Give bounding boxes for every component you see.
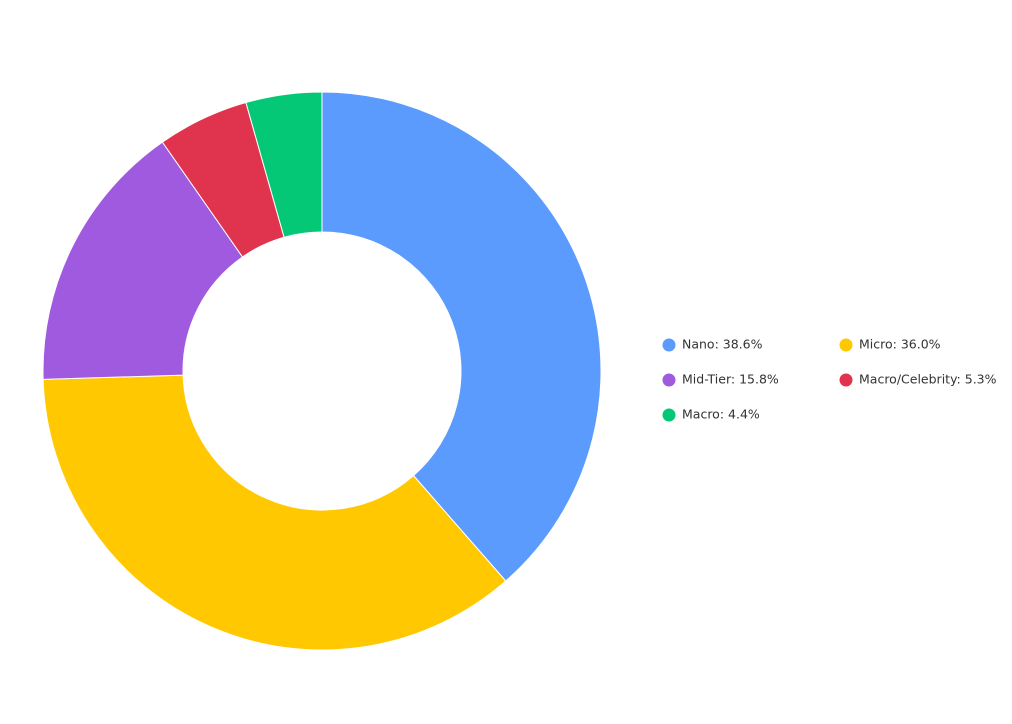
legend-marker [662, 408, 676, 422]
legend-marker [662, 373, 676, 387]
legend-label: Mid-Tier: 15.8% [682, 372, 779, 387]
legend-label: Nano: 38.6% [682, 337, 763, 352]
donut-slice [42, 374, 507, 651]
legend-marker [662, 338, 676, 352]
legend-label: Macro/Celebrity: 5.3% [859, 372, 997, 387]
donut-slice [245, 91, 323, 238]
legend-label: Micro: 36.0% [859, 337, 941, 352]
legend-label: Macro: 4.4% [682, 407, 760, 422]
legend-marker [839, 338, 853, 352]
donut-slice [321, 91, 602, 582]
donut-slice [42, 141, 244, 380]
legend-marker [839, 373, 853, 387]
